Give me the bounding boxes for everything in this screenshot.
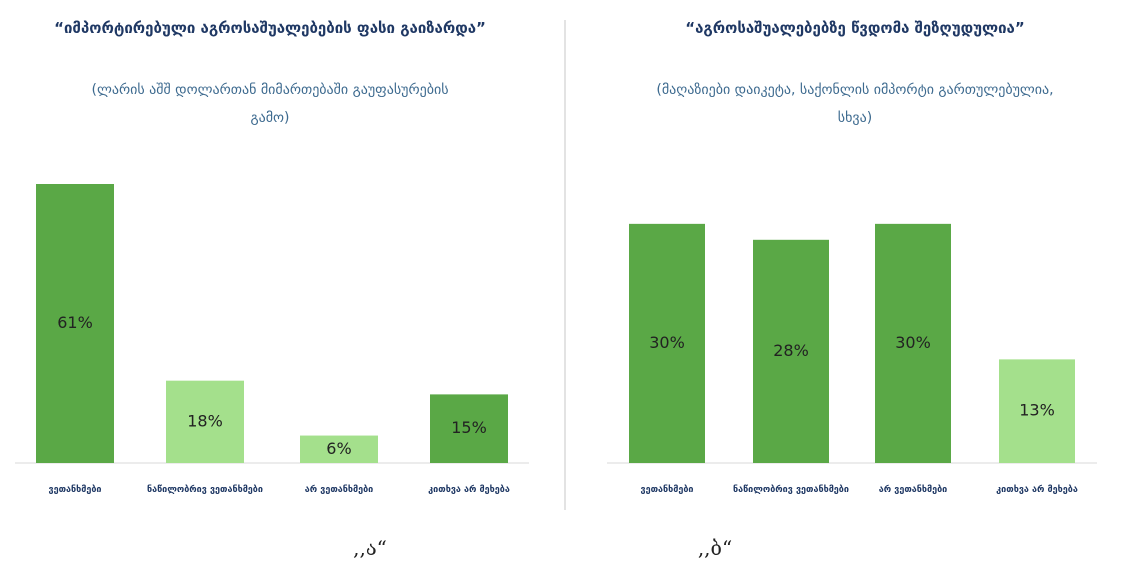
bar [629, 223, 705, 463]
caption: ,,ბ“ [697, 536, 733, 560]
x-tick-label: არ ვეთანხმები [304, 485, 374, 495]
value-label: 18% [187, 411, 223, 430]
bar [36, 184, 114, 463]
x-tick-label: კითხვა არ მეხება [428, 485, 510, 495]
x-tick-label: კითხვა არ მეხება [996, 485, 1078, 495]
bar [430, 394, 508, 463]
value-label: 6% [326, 439, 351, 458]
value-label: 61% [57, 313, 93, 332]
bar [166, 380, 244, 463]
value-label: 30% [895, 333, 931, 352]
bar [999, 359, 1075, 463]
chart-subtitle: (მაღაზიები დაიკეტა, საქონლის იმპორტი გარ… [656, 82, 1054, 126]
x-tick-label: არ ვეთანხმები [878, 485, 948, 495]
bar [875, 223, 951, 463]
value-label: 15% [451, 418, 487, 437]
bar [300, 435, 378, 463]
value-label: 30% [649, 333, 685, 352]
chart-title: “იმპორტირებული აგროსაშუალებების ფასი გაი… [54, 19, 486, 37]
value-label: 28% [773, 341, 809, 360]
chart-title: “აგროსაშუალებებზე წვდომა შეზღუდულია” [685, 19, 1025, 37]
chart-subtitle: (ლარის აშშ დოლართან მიმართებაში გაუფასურ… [91, 82, 449, 126]
value-label: 13% [1019, 401, 1055, 420]
x-tick-label: ნაწილობრივ ვეთანხმები [733, 485, 849, 495]
caption: ,,ა“ [353, 536, 387, 560]
bar [753, 239, 829, 463]
x-tick-label: ნაწილობრივ ვეთანხმები [147, 485, 263, 495]
x-tick-label: ვეთანხმები [640, 485, 694, 495]
x-tick-label: ვეთანხმები [48, 485, 102, 495]
